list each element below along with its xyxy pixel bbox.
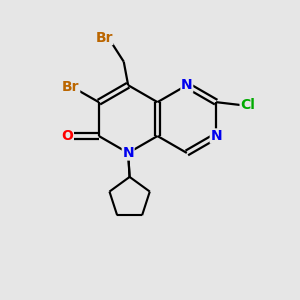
Text: O: O: [61, 129, 73, 143]
Text: N: N: [181, 78, 193, 92]
Text: Cl: Cl: [240, 98, 255, 112]
Text: Br: Br: [62, 80, 80, 94]
Text: N: N: [210, 129, 222, 143]
Text: Br: Br: [95, 31, 113, 44]
Text: N: N: [122, 146, 134, 160]
